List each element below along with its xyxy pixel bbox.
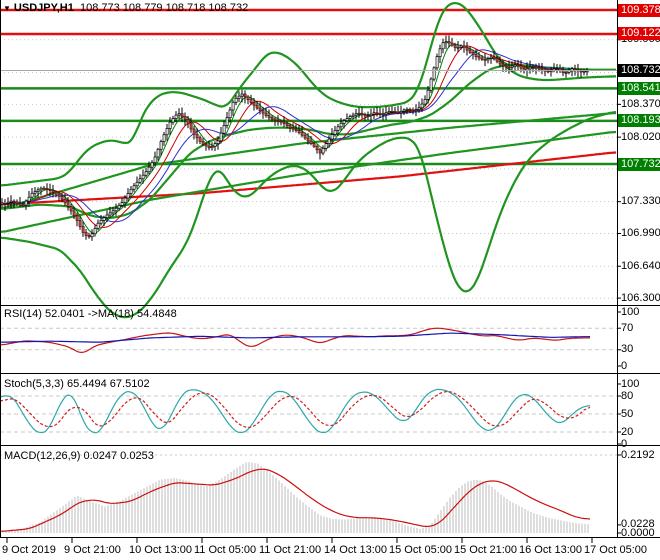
symbol-marker-icon: ▼ [3,4,11,13]
macd-scale-label: 0.0228 [621,518,655,531]
rsi-indicator-label: RSI(14) 52.0401 ->MA(18) 54.4848 [4,308,177,320]
rsi-scale-label: 100 [621,305,640,318]
price-level-badge: 108.193 [618,114,660,128]
stoch-scale-label: 80 [621,389,634,402]
macd-scale-label: 0.0000 [621,526,655,539]
stoch-scale-label: 0 [621,437,628,450]
rsi-scale-label: 30 [621,343,634,356]
price-axis-tick-label: 106.640 [621,259,660,272]
time-axis-label: 16 Oct 13:00 [519,544,582,556]
rsi-scale-label: 0 [621,359,628,372]
time-axis-label: 14 Oct 13:00 [324,544,387,556]
time-axis-label: 11 Oct 05:00 [194,544,257,556]
price-axis-tick-label: 108.020 [621,130,660,143]
price-axis-tick-label: 106.990 [621,226,660,239]
time-axis-label: 15 Oct 21:00 [454,544,517,556]
chart-title: ▼ USDJPY,H1 108.773 108.779 108.718 108.7… [3,2,248,15]
time-axis-label: 9 Oct 2019 [2,544,56,556]
price-level-badge: 107.732 [618,157,660,171]
price-axis-tick-label: 107.330 [621,195,660,208]
chart-symbol: USDJPY,H1 [13,2,74,14]
current-price-badge: 108.732 [618,63,660,77]
price-axis-tick-label: 108.370 [621,97,660,110]
macd-scale-label: 0.2192 [621,448,655,461]
chart-quote-ohlc: 108.773 108.779 108.718 108.732 [79,2,249,14]
stoch-scale-label: 50 [621,407,634,420]
price-level-badge: 108.541 [618,81,660,95]
price-axis-tick-label: 106.300 [621,291,660,304]
stoch-scale-label: 20 [621,425,634,438]
time-axis-label: 15 Oct 05:00 [389,544,452,556]
time-axis-label: 17 Oct 05:00 [584,544,647,556]
rsi-scale-label: 70 [621,321,634,334]
time-axis-label: 10 Oct 13:00 [129,544,192,556]
price-level-badge: 109.378 [618,3,660,17]
stoch-scale-label: 100 [621,377,640,390]
stoch-indicator-label: Stoch(5,3,3) 65.4494 67.5102 [4,378,150,390]
macd-indicator-label: MACD(12,26,9) 0.0247 0.0253 [4,450,154,462]
price-level-badge: 109.122 [618,27,660,41]
time-axis-label: 9 Oct 21:00 [64,544,121,556]
time-axis-label: 11 Oct 21:00 [259,544,322,556]
